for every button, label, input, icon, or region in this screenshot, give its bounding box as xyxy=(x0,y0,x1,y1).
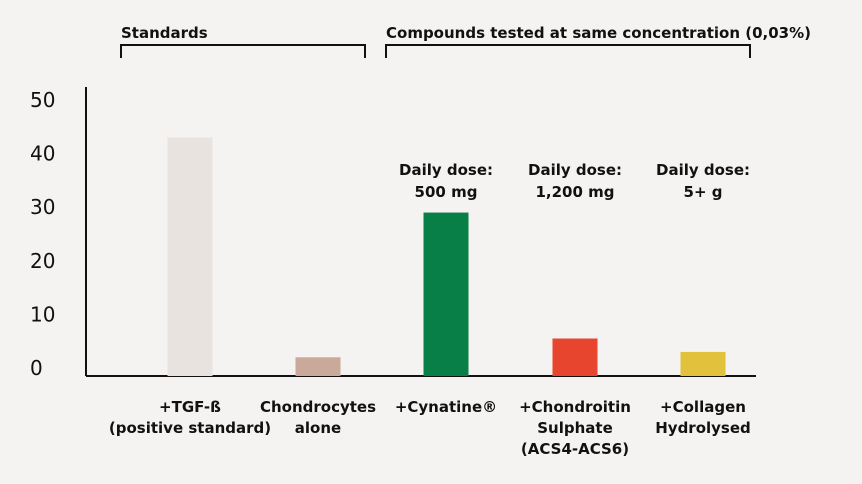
group-brackets: Standards Compounds tested at same concen… xyxy=(120,24,811,58)
y-tick-label: 0 xyxy=(30,356,43,380)
bar xyxy=(295,357,341,376)
dose-label: 500 mg xyxy=(415,183,478,201)
bar xyxy=(423,212,469,376)
category-label: +Collagen xyxy=(660,398,746,416)
y-tick-label: 30 xyxy=(30,195,55,219)
category-label: Sulphate xyxy=(537,419,613,437)
dose-label: Daily dose: xyxy=(656,161,750,179)
category-label: (ACS4-ACS6) xyxy=(521,440,629,458)
bar xyxy=(552,338,598,376)
category-label: (positive standard) xyxy=(109,419,271,437)
dose-label: 5+ g xyxy=(684,183,723,201)
category-label: +Chondroitin xyxy=(519,398,631,416)
category-label: alone xyxy=(295,419,341,437)
y-tick-label: 10 xyxy=(30,302,55,326)
category-labels: +TGF-ß (positive standard) Chondrocytes alo… xyxy=(109,398,751,458)
bar xyxy=(680,351,726,376)
bar xyxy=(167,137,213,376)
y-tick-label: 40 xyxy=(30,142,55,166)
y-tick-label: 20 xyxy=(30,249,55,273)
category-label: +Cynatine® xyxy=(395,398,497,416)
bars xyxy=(167,137,726,376)
group-bracket xyxy=(385,44,751,58)
group-label: Compounds tested at same concentration (… xyxy=(386,24,811,42)
category-label: Hydrolysed xyxy=(655,419,751,437)
category-label: +TGF-ß xyxy=(159,398,221,416)
y-tick-label: 50 xyxy=(30,88,55,112)
group-label: Standards xyxy=(121,24,208,42)
dose-label: 1,200 mg xyxy=(535,183,614,201)
dose-label: Daily dose: xyxy=(528,161,622,179)
category-label: Chondrocytes xyxy=(260,398,376,416)
y-axis-ticks: 0 10 20 30 40 50 xyxy=(30,88,55,380)
dose-labels: Daily dose: 500 mg Daily dose: 1,200 mg Dail… xyxy=(399,161,750,201)
dose-label: Daily dose: xyxy=(399,161,493,179)
group-bracket xyxy=(120,44,366,58)
